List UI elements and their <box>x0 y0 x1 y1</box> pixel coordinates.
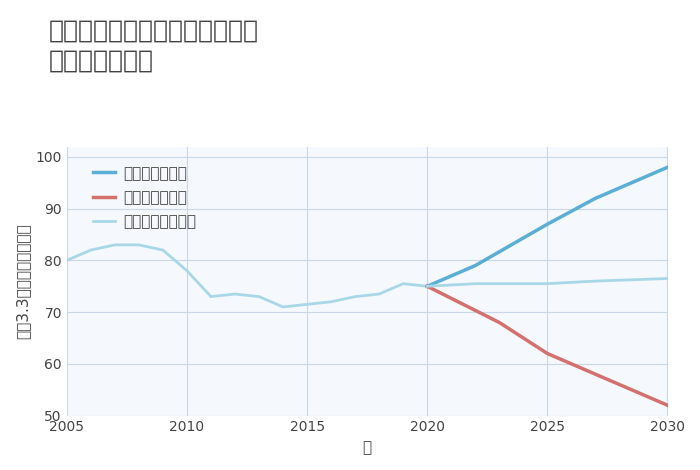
Line: ノーマルシナリオ: ノーマルシナリオ <box>427 279 668 286</box>
グッドシナリオ <box>543 221 552 227</box>
グッドシナリオ <box>664 164 672 170</box>
バッドシナリオ <box>423 283 431 289</box>
Line: グッドシナリオ: グッドシナリオ <box>427 167 668 286</box>
ノーマルシナリオ <box>592 278 600 284</box>
ノーマルシナリオ <box>543 281 552 287</box>
グッドシナリオ <box>423 283 431 289</box>
バッドシナリオ <box>495 320 503 325</box>
ノーマルシナリオ <box>423 283 431 289</box>
バッドシナリオ <box>664 402 672 408</box>
Legend: グッドシナリオ, バッドシナリオ, ノーマルシナリオ: グッドシナリオ, バッドシナリオ, ノーマルシナリオ <box>86 160 202 235</box>
X-axis label: 年: 年 <box>363 440 372 455</box>
Text: 大阪府和泉市テクノステージの
土地の価格推移: 大阪府和泉市テクノステージの 土地の価格推移 <box>49 19 259 72</box>
バッドシナリオ <box>543 351 552 356</box>
ノーマルシナリオ <box>664 276 672 282</box>
Y-axis label: 平（3.3㎡）単価（万円）: 平（3.3㎡）単価（万円） <box>15 223 30 339</box>
ノーマルシナリオ <box>471 281 480 287</box>
グッドシナリオ <box>592 196 600 201</box>
バッドシナリオ <box>615 382 624 387</box>
グッドシナリオ <box>471 263 480 268</box>
Line: バッドシナリオ: バッドシナリオ <box>427 286 668 405</box>
